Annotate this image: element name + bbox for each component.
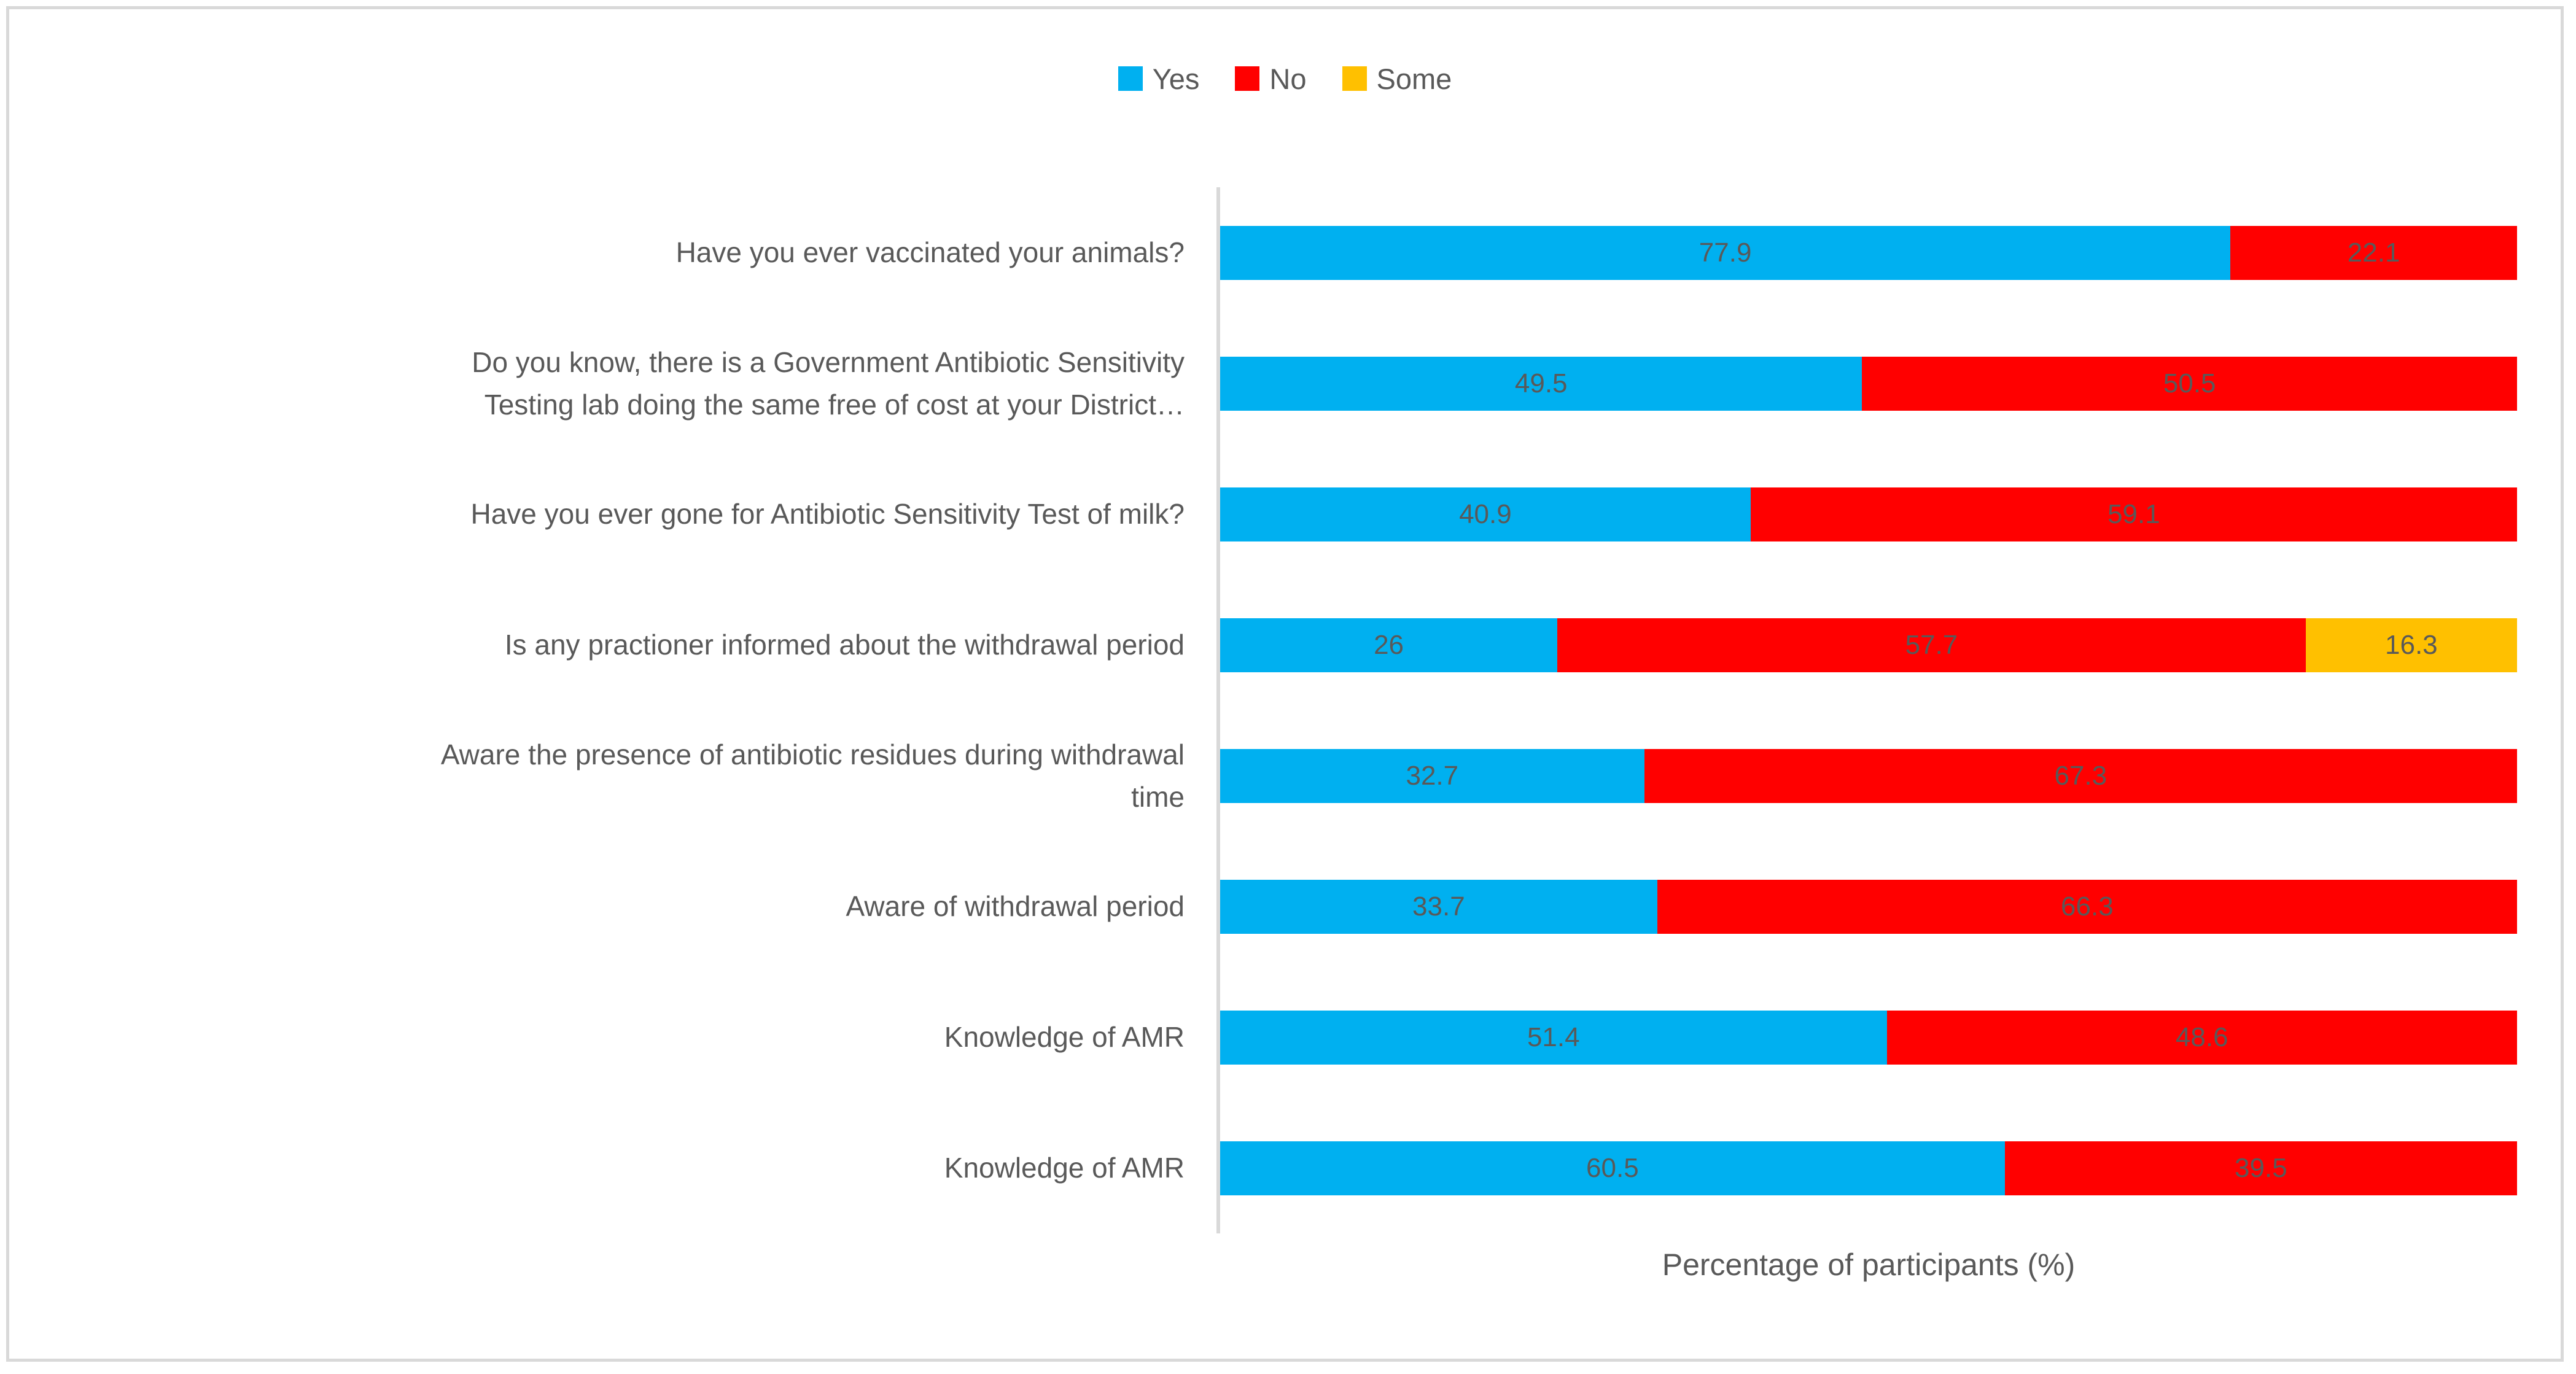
bar-track: 33.7 66.3	[1220, 879, 2517, 934]
category-label: Have you ever gone for Antibiotic Sensit…	[470, 498, 1185, 530]
bar-track: 49.5 50.5	[1220, 356, 2517, 411]
bar-track: 51.4 48.6	[1220, 1010, 2517, 1065]
bar-row: Do you know, there is a Government Antib…	[9, 318, 2561, 449]
bar-value-label: 60.5	[1586, 1152, 1639, 1183]
bar-segment-no: 22.1	[2230, 225, 2517, 280]
bar-segment-yes: 77.9	[1220, 225, 2231, 280]
bar-value-label: 16.3	[2385, 629, 2438, 660]
bar-segment-no: 67.3	[1644, 748, 2517, 803]
bar-value-label: 48.6	[2175, 1022, 2228, 1052]
bar-value-label: 59.1	[2107, 499, 2160, 529]
bar-row: Aware the presence of antibiotic residue…	[9, 710, 2561, 841]
legend-item-some: Some	[1342, 62, 1452, 96]
bar-track: 26 57.7 16.3	[1220, 618, 2517, 672]
category-label: Have you ever vaccinated your animals?	[675, 236, 1185, 268]
bar-value-label: 49.5	[1514, 368, 1568, 398]
bar-value-label: 67.3	[2054, 760, 2107, 791]
bar-segment-no: 57.7	[1557, 618, 2306, 672]
plot-area: Have you ever vaccinated your animals? 77…	[9, 187, 2561, 1233]
bar-value-label: 50.5	[2163, 368, 2216, 398]
bar-segment-yes: 40.9	[1220, 487, 1751, 541]
bar-value-label: 22.1	[2347, 237, 2400, 268]
bar-track: 40.9 59.1	[1220, 487, 2517, 541]
y-axis-line	[1216, 187, 1220, 1233]
category-label: Knowledge of AMR	[944, 1152, 1185, 1184]
bar-value-label: 33.7	[1412, 891, 1465, 922]
legend-item-yes: Yes	[1118, 62, 1200, 96]
bar-value-label: 32.7	[1406, 760, 1459, 791]
legend-label: No	[1269, 62, 1307, 95]
category-label: Is any practioner informed about the wit…	[504, 629, 1185, 661]
category-label: Knowledge of AMR	[944, 1021, 1185, 1053]
bar-value-label: 77.9	[1699, 237, 1752, 268]
bar-track: 32.7 67.3	[1220, 748, 2517, 803]
bar-segment-yes: 49.5	[1220, 356, 1862, 411]
bar-segment-yes: 33.7	[1220, 879, 1657, 934]
bar-segment-no: 48.6	[1886, 1010, 2517, 1065]
legend-color-swatch-yes	[1118, 66, 1143, 91]
chart-figure: Yes No Some Have you ever vaccinated your …	[6, 6, 2564, 1362]
bar-segment-no: 39.5	[2004, 1141, 2517, 1195]
bar-row: Is any practioner informed about the wit…	[9, 580, 2561, 710]
bar-value-label: 57.7	[1905, 629, 1958, 660]
bar-row: Aware of withdrawal period 33.7 66.3	[9, 841, 2561, 972]
bar-segment-yes: 51.4	[1220, 1010, 1887, 1065]
bar-segment-no: 50.5	[1862, 356, 2517, 411]
bar-track: 60.5 39.5	[1220, 1141, 2517, 1195]
bar-segment-yes: 60.5	[1220, 1141, 2005, 1195]
legend-label: Some	[1376, 62, 1452, 95]
legend: Yes No Some	[9, 60, 2561, 98]
x-axis-title: Percentage of participants (%)	[1662, 1248, 2076, 1282]
bar-row: Knowledge of AMR 51.4 48.6	[9, 972, 2561, 1103]
legend-color-swatch-no	[1235, 66, 1260, 91]
bar-segment-no: 66.3	[1657, 879, 2517, 934]
bar-value-label: 51.4	[1527, 1022, 1580, 1052]
bar-value-label: 26	[1374, 629, 1404, 660]
legend-label: Yes	[1152, 62, 1200, 95]
category-label: Do you know, there is a Government Antib…	[472, 346, 1185, 421]
legend-color-swatch-some	[1342, 66, 1367, 91]
bar-value-label: 66.3	[2061, 891, 2114, 922]
category-label: Aware the presence of antibiotic residue…	[440, 738, 1185, 813]
bar-segment-yes: 32.7	[1220, 748, 1644, 803]
bar-track: 77.9 22.1	[1220, 225, 2517, 280]
bar-value-label: 40.9	[1459, 499, 1512, 529]
bar-segment-some: 16.3	[2305, 618, 2517, 672]
bar-row: Knowledge of AMR 60.5 39.5	[9, 1103, 2561, 1233]
bar-row: Have you ever gone for Antibiotic Sensit…	[9, 449, 2561, 580]
bar-segment-no: 59.1	[1750, 487, 2517, 541]
bar-value-label: 39.5	[2235, 1152, 2287, 1183]
legend-item-no: No	[1235, 62, 1307, 96]
category-label: Aware of withdrawal period	[846, 890, 1185, 922]
bar-row: Have you ever vaccinated your animals? 77…	[9, 187, 2561, 318]
bar-segment-yes: 26	[1220, 618, 1558, 672]
